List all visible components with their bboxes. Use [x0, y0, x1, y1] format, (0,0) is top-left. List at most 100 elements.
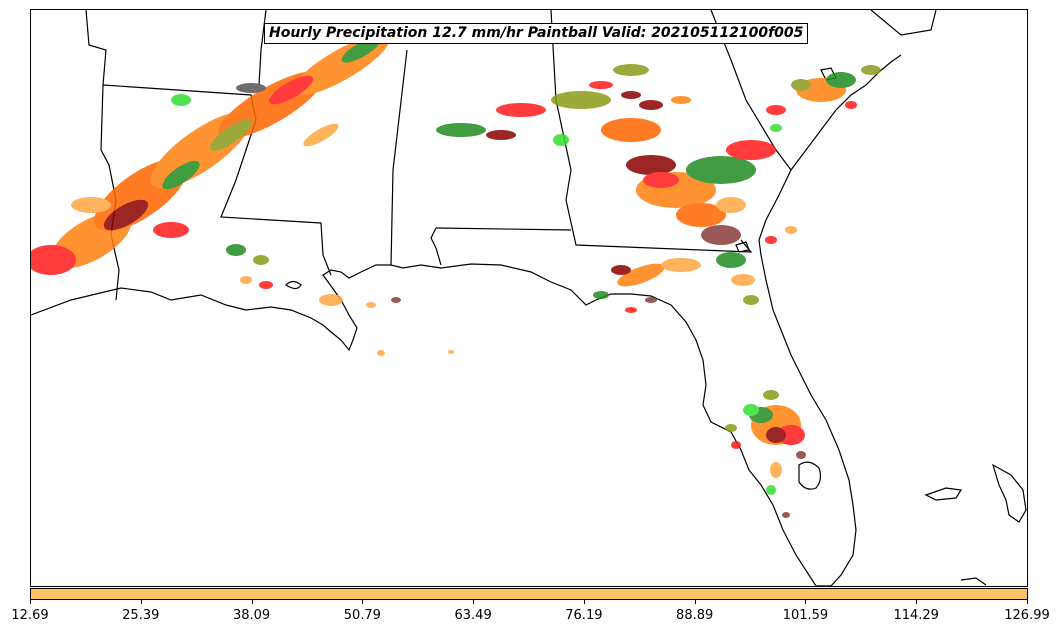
colorbar-tick — [583, 600, 585, 604]
precip-blob — [861, 65, 881, 75]
precip-blob — [226, 244, 246, 256]
precip-blob — [617, 263, 665, 287]
precip-blob — [553, 134, 569, 146]
precip-blob — [770, 462, 782, 478]
precip-blob — [377, 350, 385, 356]
precipitation-map — [31, 10, 1027, 586]
precip-blob — [826, 72, 856, 88]
precip-blob — [613, 64, 649, 76]
precip-blob — [589, 81, 613, 89]
colorbar-tick-label: 12.69 — [11, 608, 49, 623]
precip-blob — [611, 265, 631, 275]
colorbar-tick — [1027, 600, 1028, 604]
precip-blob — [103, 199, 149, 231]
state-border — [430, 227, 442, 266]
colorbar-tick-label: 63.49 — [454, 608, 492, 623]
precip-blob — [743, 404, 759, 416]
precip-blob — [777, 425, 805, 445]
precip-blob — [766, 485, 776, 495]
precip-blobs — [31, 34, 881, 518]
precip-blob — [766, 105, 786, 115]
colorbar-tick — [805, 600, 807, 604]
precip-blob — [626, 155, 676, 175]
state-border — [870, 10, 937, 36]
precip-blob — [31, 245, 76, 275]
colorbar-tick-label: 126.99 — [1004, 608, 1050, 623]
precip-blob — [621, 91, 641, 99]
colorbar-tick — [362, 600, 364, 604]
island — [960, 577, 987, 586]
state-border — [390, 49, 408, 266]
precip-blob — [486, 130, 516, 140]
lake-okeechobee — [798, 461, 822, 490]
precip-blob — [676, 203, 726, 227]
precip-blob — [731, 441, 741, 449]
lake — [285, 280, 302, 290]
precip-blob — [303, 123, 339, 147]
precip-blob — [661, 258, 701, 272]
colorbar-tick — [694, 600, 696, 604]
colorbar-tick-label: 114.29 — [893, 608, 939, 623]
precip-blob — [796, 451, 806, 459]
state-border — [85, 10, 120, 301]
precip-blob — [601, 118, 661, 142]
precip-blob — [782, 512, 790, 518]
precip-blob — [551, 91, 611, 109]
colorbar-tick — [140, 600, 142, 604]
precip-blob — [643, 172, 679, 188]
precip-blob — [625, 307, 637, 313]
precip-blob — [366, 302, 376, 308]
precip-blob — [268, 75, 314, 105]
colorbar-tick-label: 76.19 — [565, 608, 603, 623]
state-border — [258, 10, 267, 86]
precip-blob — [448, 350, 454, 354]
precip-blob — [701, 225, 741, 245]
precip-blob — [153, 222, 189, 238]
precip-blob — [785, 226, 797, 234]
precip-blob — [593, 291, 609, 299]
colorbar-tick — [30, 600, 31, 604]
precip-blob — [725, 424, 737, 432]
precip-blob — [716, 252, 746, 268]
precip-blob — [743, 295, 759, 305]
precip-blob — [210, 119, 252, 151]
precip-blob — [731, 274, 755, 286]
gulf-coastline — [31, 54, 902, 586]
precip-blob — [496, 103, 546, 117]
precip-blob — [171, 94, 191, 106]
precip-blob — [765, 236, 777, 244]
lake — [735, 241, 750, 253]
colorbar-tick-label: 50.79 — [343, 608, 381, 623]
precip-blob — [766, 427, 786, 443]
colorbar — [30, 588, 1028, 600]
state-border — [435, 227, 572, 231]
precip-blob — [253, 255, 269, 265]
precip-blob — [391, 297, 401, 303]
map-title: Hourly Precipitation 12.7 mm/hr Paintbal… — [264, 23, 809, 44]
island — [924, 487, 963, 501]
colorbar-tick-label: 38.09 — [232, 608, 271, 623]
precip-blob — [716, 197, 746, 213]
precip-blob — [71, 197, 111, 213]
colorbar-tick — [251, 600, 253, 604]
precip-blob — [259, 281, 273, 289]
precip-blob — [162, 160, 200, 190]
precip-blob — [845, 101, 857, 109]
precip-blob — [686, 156, 756, 184]
precip-blob — [791, 79, 811, 91]
map-panel: Hourly Precipitation 12.7 mm/hr Paintbal… — [30, 9, 1028, 587]
precip-blob — [645, 297, 657, 303]
precip-blob — [319, 294, 343, 306]
colorbar-tick-label: 25.39 — [122, 608, 160, 623]
precip-blob — [639, 100, 663, 110]
precip-blob — [726, 140, 776, 160]
precip-blob — [763, 390, 779, 400]
colorbar-tick-label: 88.89 — [676, 608, 714, 623]
colorbar-tick — [473, 600, 475, 604]
colorbar-tick-label: 101.59 — [782, 608, 829, 623]
precip-blob — [770, 124, 782, 132]
colorbar-tick — [916, 600, 918, 604]
precip-blob — [671, 96, 691, 104]
precip-blob — [240, 276, 252, 284]
island — [992, 463, 1027, 523]
